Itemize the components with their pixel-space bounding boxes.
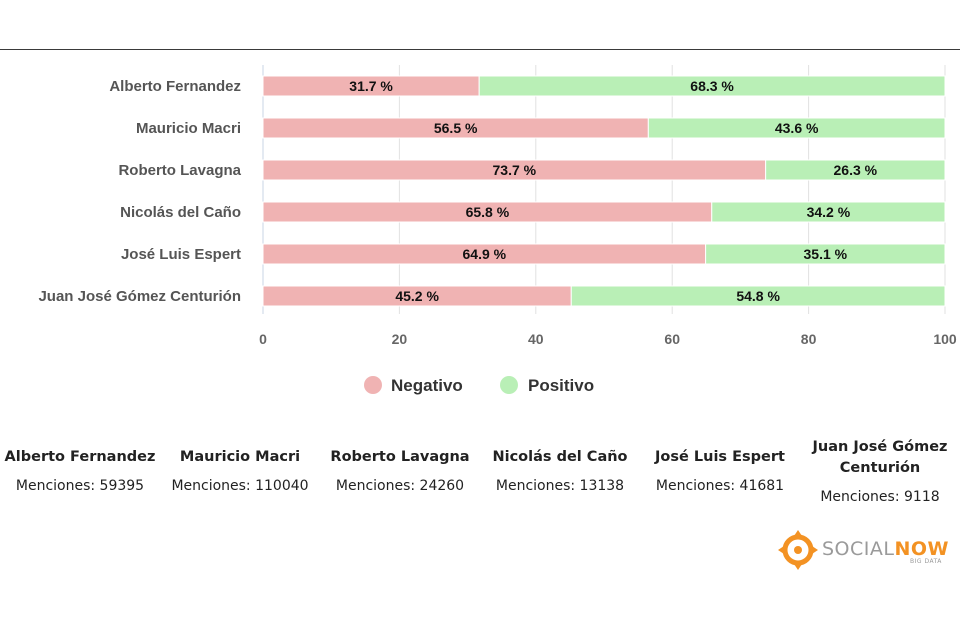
data-label: 35.1 % — [804, 246, 848, 262]
data-label: 54.8 % — [736, 288, 780, 304]
candidate-card: Roberto Lavagna Menciones: 24260 — [320, 447, 480, 496]
candidate-name: Mauricio Macri — [179, 449, 301, 465]
candidate-mentions: Menciones: 59395 — [15, 478, 145, 494]
data-label: 65.8 % — [466, 204, 510, 220]
bar-positivo — [478, 75, 946, 97]
data-label: 45.2 % — [395, 288, 439, 304]
legend-label: Negativo — [391, 376, 463, 395]
candidate-name: Nicolás del Caño — [492, 449, 628, 465]
candidate-mentions-row: Alberto Fernandez Menciones: 59395 Mauri… — [0, 437, 960, 520]
logo-word-now: NOW — [894, 538, 949, 560]
data-label: 26.3 % — [834, 162, 878, 178]
category-label: Alberto Fernandez — [109, 78, 241, 95]
candidate-mentions: Menciones: 9118 — [820, 489, 940, 505]
data-label: 56.5 % — [434, 120, 478, 136]
candidate-card: Nicolás del Caño Menciones: 13138 — [480, 447, 640, 496]
candidate-card: Alberto Fernandez Menciones: 59395 — [0, 447, 160, 496]
x-tick-label: 60 — [664, 331, 680, 347]
bar-positivo — [765, 159, 946, 181]
logo-word-social: SOCIAL — [822, 538, 895, 560]
x-tick-label: 80 — [801, 331, 817, 347]
sentiment-bar-chart: 0 20 40 60 80 100 Alberto Fernandez 31.7 % 68.3 … — [38, 65, 957, 395]
data-label: 68.3 % — [690, 78, 734, 94]
category-label: Mauricio Macri — [136, 120, 241, 137]
category-label: Nicolás del Caño — [120, 204, 241, 221]
category-label: Juan José Gómez Centurión — [38, 288, 241, 305]
legend-marker — [364, 376, 382, 394]
candidate-name: Juan José Gómez Centurión — [812, 439, 948, 476]
candidate-card: Juan José Gómez Centurión Menciones: 911… — [800, 437, 960, 507]
data-label: 34.2 % — [807, 204, 851, 220]
socialnow-logo-icon — [778, 530, 818, 570]
data-label: 64.9 % — [463, 246, 507, 262]
candidate-name: Alberto Fernandez — [4, 449, 156, 465]
x-tick-label: 40 — [528, 331, 544, 347]
candidate-mentions: Menciones: 41681 — [655, 478, 785, 494]
bar-positivo — [647, 117, 946, 139]
candidate-card: Mauricio Macri Menciones: 110040 — [160, 447, 320, 496]
socialnow-logo: SOCIALNOW BIG DATA — [778, 528, 948, 572]
top-divider — [0, 49, 960, 50]
candidate-mentions: Menciones: 24260 — [335, 478, 465, 494]
logo-subtitle: BIG DATA — [910, 558, 942, 565]
data-label: 31.7 % — [349, 78, 393, 94]
category-label: José Luis Espert — [121, 246, 241, 263]
candidate-name: José Luis Espert — [655, 449, 785, 465]
x-tick-label: 20 — [392, 331, 408, 347]
x-tick-label: 0 — [259, 331, 267, 347]
bar-positivo — [711, 201, 946, 223]
candidate-name: Roberto Lavagna — [330, 449, 470, 465]
bar-positivo — [705, 243, 946, 265]
data-label: 73.7 % — [493, 162, 537, 178]
logo-wordmark: SOCIALNOW — [822, 538, 949, 560]
candidate-card: José Luis Espert Menciones: 41681 — [640, 447, 800, 496]
legend-marker — [500, 376, 518, 394]
data-label: 43.6 % — [775, 120, 819, 136]
legend-label: Positivo — [528, 376, 594, 395]
candidate-mentions: Menciones: 13138 — [495, 478, 625, 494]
candidate-mentions: Menciones: 110040 — [171, 478, 309, 494]
x-tick-label: 100 — [933, 331, 957, 347]
category-label: Roberto Lavagna — [118, 162, 241, 179]
bar-positivo — [570, 285, 946, 307]
